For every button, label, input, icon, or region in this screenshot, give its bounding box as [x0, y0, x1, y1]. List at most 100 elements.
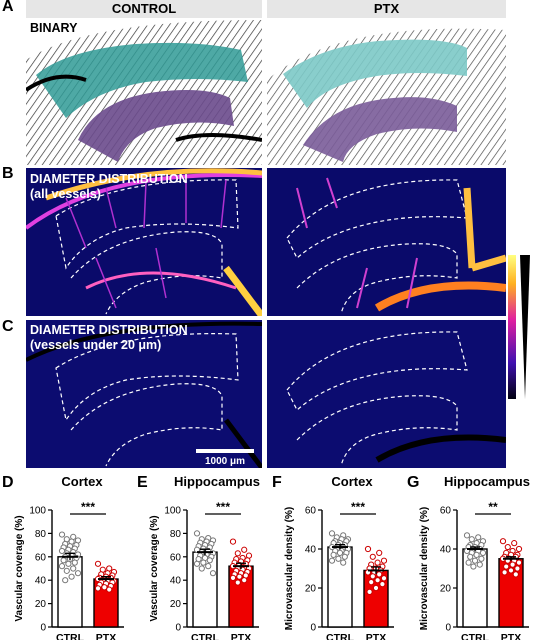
- chart-f-point: [380, 575, 388, 582]
- chart-e-tick-label: 20: [170, 599, 182, 610]
- chart-f-title: Cortex: [331, 474, 373, 489]
- header-control: CONTROL: [26, 0, 262, 18]
- chart-g-point: [501, 569, 508, 576]
- chart-f-point: [379, 581, 386, 588]
- chart-f-point: [328, 557, 336, 564]
- chart-g-point: [511, 540, 518, 547]
- chart-e-ylabel: Vascular coverage (%): [149, 515, 160, 621]
- chart-g-tick-label: 0: [445, 623, 451, 634]
- chart-g-point: [470, 563, 477, 570]
- bar-charts: Cortex Vascular coverage (%) 0 20 40 60 80 100 C…: [14, 474, 530, 640]
- panel-letter-d: D: [2, 474, 14, 491]
- chart-e-tick-label: 0: [175, 623, 181, 634]
- chart-f-x-label: PTX: [366, 632, 386, 640]
- chart-e-point: [209, 570, 217, 577]
- chart-d-title: Cortex: [61, 474, 103, 489]
- chart-f-point: [372, 584, 380, 592]
- chart-d-point: [71, 559, 78, 566]
- chart-g-point: [503, 563, 510, 570]
- chart-d-ylabel: Vascular coverage (%): [14, 515, 25, 621]
- chart-e-point: [229, 538, 237, 545]
- chart-d-point: [74, 570, 82, 577]
- chart-e-point: [200, 559, 207, 566]
- chart-f-significance: ***: [351, 500, 365, 514]
- chart-g-point: [499, 538, 507, 545]
- binary-control-image: [26, 20, 262, 165]
- chart-f-point: [335, 555, 342, 562]
- chart-g-point: [467, 553, 474, 560]
- panel-letter-e: E: [137, 474, 148, 491]
- chart-f-tick-label: 20: [305, 584, 317, 595]
- chart-e-point: [198, 565, 205, 572]
- chart-e-tick-label: 60: [170, 552, 182, 563]
- binary-ptx-image: [267, 20, 506, 165]
- scale-bar: [196, 449, 254, 453]
- chart-g-point: [515, 545, 523, 553]
- panel-letter-a: A: [2, 0, 14, 15]
- chart-d-tick-label: 20: [35, 599, 47, 610]
- chart-d-point: [62, 577, 69, 584]
- chart-e-significance: ***: [216, 500, 230, 514]
- chart-g-tick-label: 60: [440, 506, 452, 517]
- chart-g-point: [504, 543, 511, 551]
- chart-e-point: [241, 546, 248, 553]
- panel-letter-g: G: [407, 474, 420, 491]
- chart-g-ylabel: Microvascular density (%): [419, 507, 430, 630]
- chart-d-tick-label: 100: [29, 506, 46, 517]
- chart-d-point: [63, 567, 70, 574]
- chart-g-significance: **: [488, 500, 498, 514]
- chart-g-point: [514, 565, 521, 572]
- chart-e-point: [229, 574, 237, 581]
- chart-g-point: [478, 555, 485, 562]
- chart-g-point: [507, 567, 515, 574]
- chart-g-point: [471, 557, 479, 564]
- chart-g-x-label: PTX: [501, 632, 521, 640]
- chart-e-point: [205, 563, 212, 570]
- chart-d-significance: ***: [81, 500, 95, 514]
- chart-f-point: [369, 573, 376, 580]
- chart-g-point: [463, 532, 471, 539]
- diameter-all-ptx-image: [267, 168, 506, 316]
- chart-f-point: [374, 577, 381, 584]
- chart-f-point: [341, 553, 348, 560]
- chart-g-x-label: CTRL: [461, 632, 490, 640]
- scale-bar-label: 1000 μm: [204, 456, 246, 467]
- panel-letter-c: C: [2, 318, 14, 335]
- chart-g-tick-label: 40: [440, 545, 452, 556]
- chart-d-point: [58, 547, 66, 555]
- chart-f-tick-label: 60: [305, 506, 317, 517]
- chart-d-point: [58, 563, 66, 570]
- chart-d-point: [106, 586, 113, 593]
- chart-f-point: [340, 559, 347, 566]
- chart-g-point: [465, 559, 472, 566]
- chart-f-point: [374, 559, 381, 566]
- chart-d-point: [70, 565, 77, 572]
- label-diameter-all-line1: DIAMETER DISTRIBUTION: [30, 172, 188, 186]
- chart-g-point: [479, 549, 487, 557]
- label-binary: BINARY: [30, 21, 78, 35]
- chart-e-point: [241, 577, 248, 584]
- chart-f-ylabel: Microvascular density (%): [284, 507, 295, 630]
- chart-d-point: [68, 573, 75, 580]
- chart-d-tick-label: 80: [35, 529, 47, 540]
- diameter-all-control-image: [26, 168, 262, 316]
- chart-e-point: [234, 579, 241, 586]
- chart-f-point: [330, 551, 337, 558]
- chart-d-x-label: CTRL: [56, 632, 85, 640]
- chart-g-point: [512, 571, 519, 578]
- chart-e-point: [193, 530, 201, 537]
- chart-f-point: [366, 588, 373, 596]
- chart-d-point: [94, 585, 102, 592]
- chart-e-tick-label: 80: [170, 529, 182, 540]
- chart-g-point: [476, 561, 483, 568]
- chart-e-point: [206, 557, 213, 564]
- chart-d-tick-label: 0: [40, 623, 46, 634]
- chart-e-point: [193, 560, 201, 567]
- chart-f-point: [369, 553, 376, 560]
- label-diameter-all-line2: (all vessels): [30, 187, 101, 201]
- diameter-small-control-image: [26, 320, 262, 468]
- chart-f-tick-label: 40: [305, 545, 317, 556]
- chart-d-point: [101, 584, 108, 591]
- panel-letter-f: F: [272, 474, 282, 491]
- chart-d-point: [58, 531, 66, 538]
